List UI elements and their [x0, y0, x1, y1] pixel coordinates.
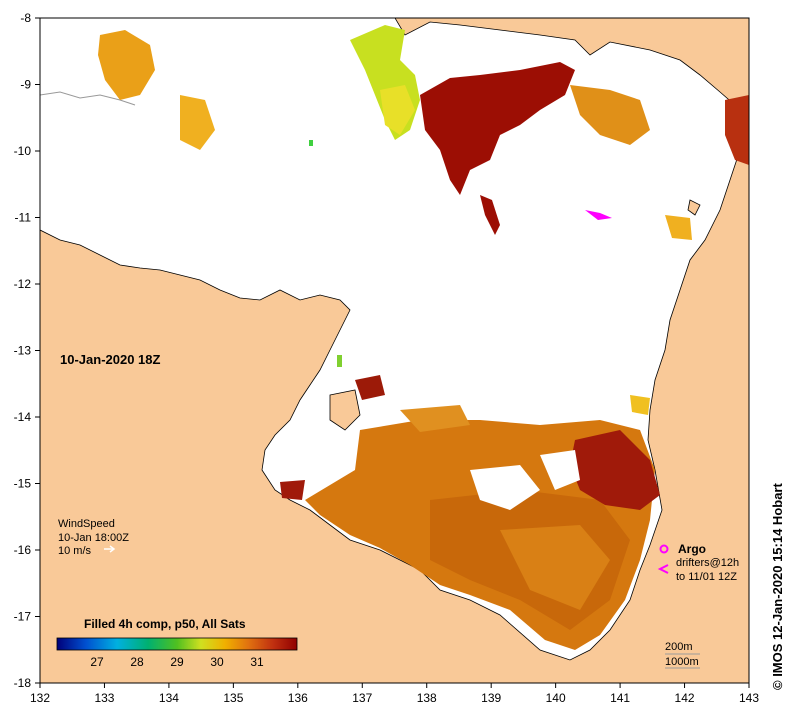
y-tick-label: -8: [20, 11, 31, 25]
colorbar-gradient: [56, 637, 298, 651]
wind-legend: WindSpeed 10-Jan 18:00Z 10 m/s: [58, 518, 129, 557]
y-tick-label: -17: [14, 610, 32, 624]
x-axis: 132 133 134 135 136 137 138 139 140 141 142 143: [30, 683, 759, 705]
x-tick-label: 142: [675, 691, 695, 705]
x-tick-label: 135: [223, 691, 243, 705]
x-tick-label: 136: [288, 691, 308, 705]
x-tick-label: 134: [159, 691, 179, 705]
wind-legend-title: WindSpeed: [58, 518, 115, 530]
colorbar-title: Filled 4h comp, p50, All Sats: [84, 617, 246, 631]
drifters-label: drifters@12h: [676, 557, 739, 569]
argo-label: Argo: [678, 542, 706, 556]
y-tick-label: -14: [14, 410, 32, 424]
credit-label: © IMOS 12-Jan-2020 15:14 Hobart: [770, 483, 785, 690]
colorbar-tick-label: 29: [170, 655, 184, 669]
x-tick-label: 139: [481, 691, 501, 705]
y-tick-label: -13: [14, 344, 32, 358]
depth-legend: 200m 1000m: [665, 641, 700, 669]
date-label: 10-Jan-2020 18Z: [60, 352, 161, 367]
colorbar-tick-label: 30: [210, 655, 224, 669]
argo-legend: Argo drifters@12h to 11/01 12Z: [657, 542, 739, 583]
colorbar-ticks: 27 28 29 30 31: [90, 655, 264, 669]
colorbar-tick-label: 31: [250, 655, 264, 669]
y-tick-label: -11: [15, 211, 32, 225]
x-tick-label: 140: [546, 691, 566, 705]
x-tick-label: 141: [610, 691, 630, 705]
drifters-to-label: to 11/01 12Z: [676, 571, 737, 583]
wind-legend-time: 10-Jan 18:00Z: [58, 532, 129, 544]
x-tick-label: 137: [352, 691, 372, 705]
x-tick-label: 133: [94, 691, 114, 705]
x-tick-label: 132: [30, 691, 50, 705]
colorbar-tick-label: 28: [130, 655, 144, 669]
argo-float-icon: [659, 544, 669, 554]
colorbar: Filled 4h comp, p50, All Sats 27 28 29 30 31: [56, 617, 298, 669]
depth-200m: 200m: [665, 641, 693, 653]
depth-1000m: 1000m: [665, 656, 699, 668]
y-axis: -8 -9 -10 -11 -12 -13 -14 -15 -16 -17 -18: [14, 11, 40, 690]
x-tick-label: 143: [739, 691, 759, 705]
wind-legend-speed: 10 m/s: [58, 545, 92, 557]
drifter-track-icon: [657, 564, 669, 574]
y-tick-label: -18: [14, 676, 32, 690]
y-tick-label: -16: [14, 543, 32, 557]
colorbar-tick-label: 27: [90, 655, 104, 669]
wind-arrow-icon: [104, 545, 116, 553]
y-tick-label: -10: [14, 144, 32, 158]
sst-field: [98, 25, 749, 650]
y-tick-label: -12: [14, 277, 32, 291]
x-tick-label: 138: [417, 691, 437, 705]
y-tick-label: -9: [20, 78, 31, 92]
y-tick-label: -15: [14, 477, 32, 491]
